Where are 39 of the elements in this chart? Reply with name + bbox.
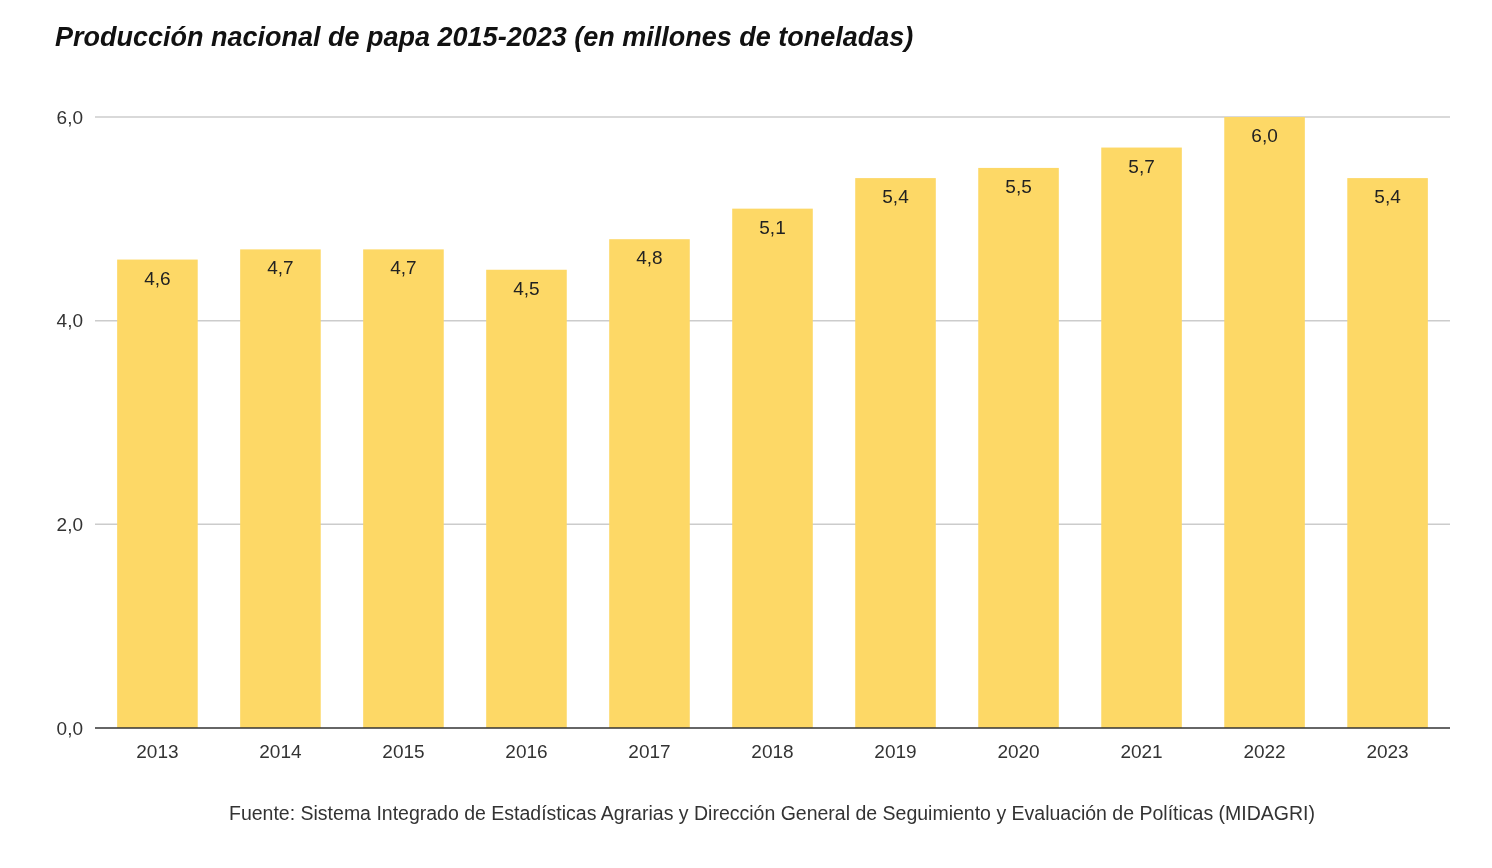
bar — [117, 259, 198, 728]
bar — [855, 178, 936, 728]
data-label: 5,4 — [1374, 186, 1402, 208]
x-tick-label: 2016 — [505, 741, 548, 762]
data-label: 5,1 — [759, 216, 786, 238]
data-label: 4,6 — [144, 267, 171, 289]
y-tick-label: 6,0 — [56, 106, 83, 128]
x-tick-label: 2021 — [1120, 741, 1163, 762]
x-tick-label: 2018 — [751, 741, 794, 762]
y-tick-label: 0,0 — [56, 717, 83, 739]
bar — [1224, 117, 1305, 728]
data-label: 6,0 — [1251, 125, 1278, 146]
bar — [1101, 147, 1182, 728]
data-label: 4,7 — [390, 257, 417, 279]
bar — [609, 239, 690, 728]
bar — [240, 249, 321, 728]
data-label: 5,7 — [1128, 155, 1155, 177]
x-tick-label: 2023 — [1366, 741, 1409, 762]
data-label: 4,7 — [267, 257, 294, 279]
chart-title: Producción nacional de papa 2015-2023 (en millones de toneladas) — [55, 22, 914, 52]
x-tick-label: 2015 — [382, 741, 425, 762]
y-tick-label: 4,0 — [56, 310, 83, 332]
x-tick-label: 2022 — [1243, 741, 1286, 762]
bar — [732, 208, 813, 728]
x-tick-label: 2019 — [874, 741, 917, 762]
data-label: 5,4 — [882, 186, 910, 208]
x-tick-label: 2014 — [259, 741, 302, 762]
data-label: 4,8 — [636, 247, 663, 269]
source-note: Fuente: Sistema Integrado de Estadísticas Agrarias y Dirección General de Seguimiento y Evaluación de Políticas (MIDAGRI) — [228, 802, 1316, 824]
bar — [978, 167, 1059, 728]
data-label: 4,5 — [513, 277, 540, 299]
bar — [363, 249, 444, 728]
bar — [1347, 178, 1428, 728]
y-tick-label: 2,0 — [56, 513, 83, 535]
x-tick-label: 2013 — [136, 741, 179, 762]
x-tick-label: 2020 — [997, 741, 1040, 762]
x-tick-label: 2017 — [628, 741, 671, 762]
data-label: 5,5 — [1005, 175, 1032, 197]
bar — [486, 269, 567, 728]
